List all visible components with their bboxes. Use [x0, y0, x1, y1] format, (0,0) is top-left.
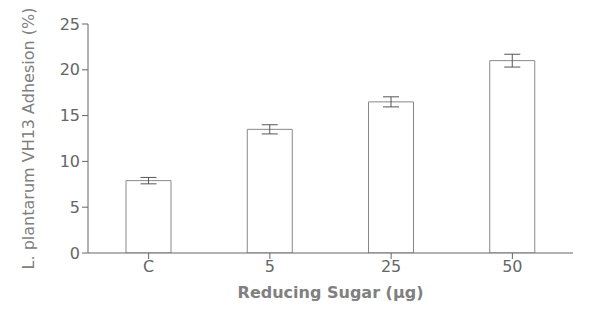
svg-text:C: C: [143, 257, 154, 276]
svg-text:L. plantarum VH13 Adhesion (%): L. plantarum VH13 Adhesion (%): [19, 8, 38, 269]
svg-text:10: 10: [60, 152, 80, 171]
svg-text:50: 50: [502, 257, 522, 276]
svg-text:25: 25: [60, 15, 80, 34]
svg-text:25: 25: [381, 257, 401, 276]
svg-text:5: 5: [265, 257, 275, 276]
svg-text:15: 15: [60, 106, 80, 125]
svg-text:20: 20: [60, 60, 80, 79]
svg-text:5: 5: [70, 198, 80, 217]
svg-text:Reducing Sugar (μg): Reducing Sugar (μg): [238, 283, 424, 302]
svg-text:0: 0: [70, 244, 80, 263]
